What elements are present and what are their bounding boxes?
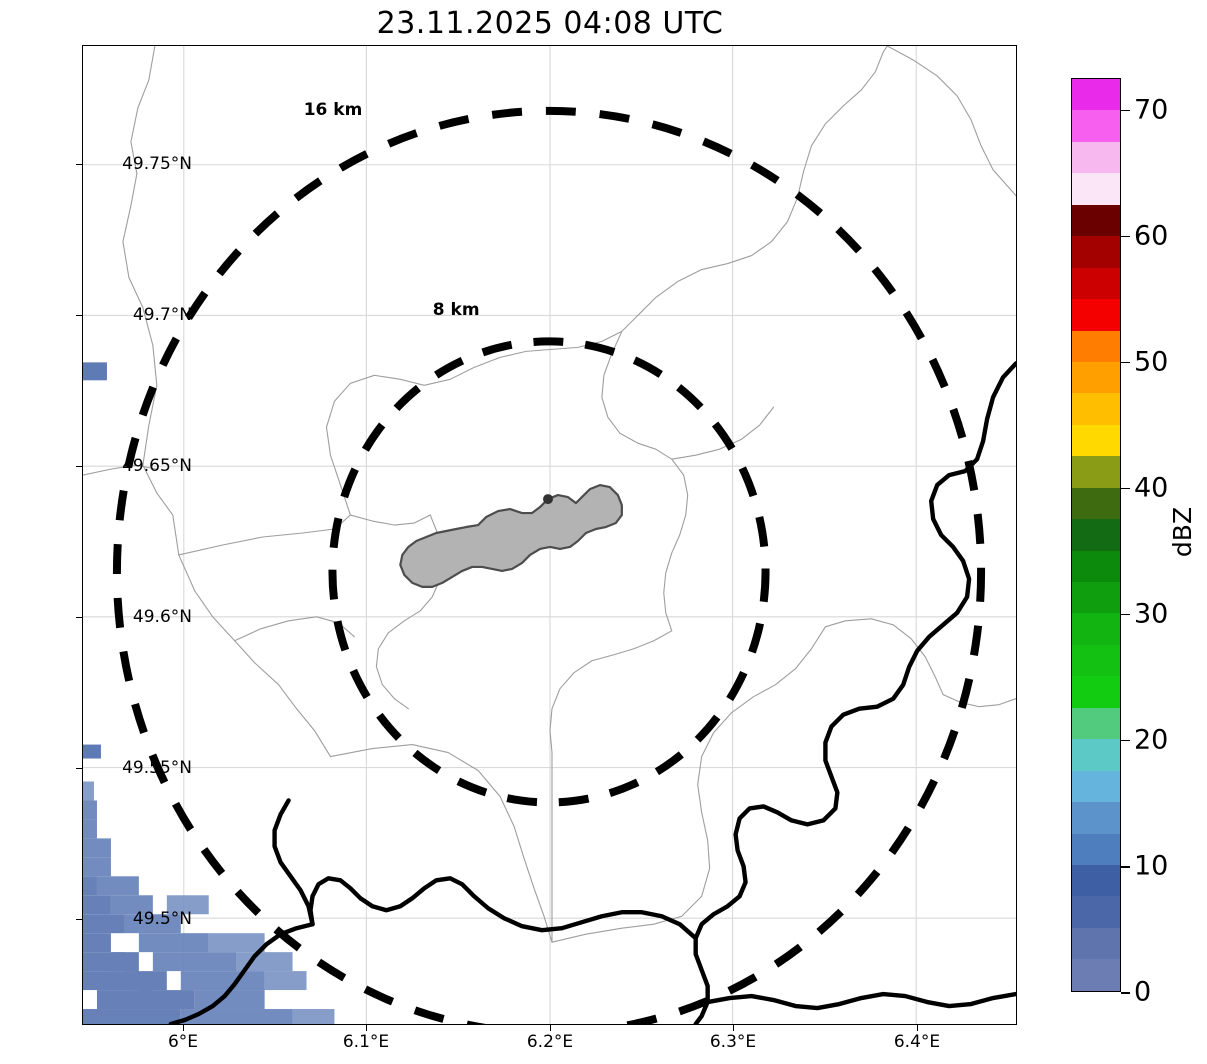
- colorbar-band: [1072, 361, 1120, 394]
- page-title: 23.11.2025 04:08 UTC: [376, 6, 724, 41]
- colorbar-band: [1072, 393, 1120, 425]
- x-axis-tick-mark: [366, 1025, 368, 1031]
- radar-echo-layer: [83, 362, 335, 1024]
- colorbar-band: [1072, 613, 1120, 645]
- radar-map-svg: [83, 46, 1016, 1024]
- colorbar-band: [1072, 582, 1120, 614]
- colorbar-band: [1072, 141, 1120, 174]
- y-axis-tick-label: 49.5°N: [132, 909, 192, 929]
- x-axis-tick-mark: [550, 1025, 552, 1031]
- colorbar-band: [1072, 644, 1120, 677]
- colorbar-band: [1072, 204, 1120, 237]
- x-axis-tick-label: 6.3°E: [709, 1032, 757, 1052]
- x-axis-tick-label: 6°E: [167, 1032, 199, 1052]
- colorbar-band: [1072, 236, 1120, 268]
- colorbar-band: [1072, 927, 1120, 960]
- y-axis-tick-mark: [76, 919, 82, 921]
- colorbar-tick-mark: [1121, 992, 1130, 994]
- colorbar-band: [1072, 173, 1120, 205]
- colorbar-tick-mark: [1121, 739, 1130, 742]
- colorbar-band: [1072, 519, 1120, 551]
- colorbar-axis-label: dBZ: [1168, 506, 1197, 558]
- colorbar-tick-mark: [1121, 613, 1130, 616]
- colorbar-band: [1072, 739, 1120, 771]
- colorbar-band: [1072, 896, 1120, 928]
- colorbar-tick-mark: [1121, 865, 1130, 868]
- colorbar-band: [1072, 79, 1120, 111]
- y-axis-tick-mark: [76, 315, 82, 317]
- range-ring-8km: [328, 337, 770, 807]
- colorbar-band: [1072, 707, 1120, 740]
- colorbar-band: [1072, 487, 1120, 520]
- colorbar-band: [1072, 550, 1120, 582]
- colorbar-tick-label: 40: [1134, 472, 1169, 504]
- colorbar-tick-label: 50: [1134, 346, 1169, 378]
- x-axis-tick-mark: [733, 1025, 735, 1031]
- colorbar-band: [1072, 456, 1120, 488]
- colorbar-tick-label: 10: [1134, 850, 1169, 882]
- colorbar-band: [1072, 864, 1120, 897]
- y-axis-tick-mark: [76, 617, 82, 619]
- map-gridlines: [83, 46, 1016, 1024]
- colorbar-band: [1072, 833, 1120, 865]
- range-ring-label-8km: 8 km: [432, 300, 480, 321]
- y-axis-tick-label: 49.65°N: [122, 456, 192, 476]
- colorbar-tick-mark: [1121, 361, 1130, 364]
- range-ring-label-16km: 16 km: [303, 99, 363, 120]
- range-ring-16km: [113, 107, 985, 1024]
- y-axis-tick-mark: [76, 768, 82, 770]
- urban-area-polygon: [399, 484, 623, 588]
- x-axis-tick-label: 6.4°E: [893, 1032, 941, 1052]
- colorbar-band: [1072, 330, 1120, 362]
- x-axis-tick-label: 6.1°E: [342, 1032, 390, 1052]
- colorbar-band: [1072, 802, 1120, 834]
- x-axis-tick-mark: [917, 1025, 919, 1031]
- x-axis-tick-mark: [183, 1025, 185, 1031]
- colorbar-band: [1072, 959, 1120, 991]
- colorbar-band: [1072, 676, 1120, 708]
- y-axis-tick-label: 49.75°N: [122, 154, 192, 174]
- national-border: [168, 361, 1016, 1024]
- y-axis-tick-label: 49.55°N: [122, 758, 192, 778]
- colorbar-tick-label: 0: [1134, 976, 1152, 1008]
- colorbar-tick-mark: [1121, 235, 1130, 238]
- colorbar-tick-label: 20: [1134, 724, 1169, 756]
- y-axis-tick-mark: [76, 164, 82, 166]
- y-axis-tick-label: 49.7°N: [132, 305, 192, 325]
- colorbar-tick-mark: [1121, 109, 1130, 112]
- colorbar-band: [1072, 424, 1120, 457]
- colorbar-tick-label: 60: [1134, 220, 1169, 252]
- y-axis-tick-label: 49.6°N: [132, 607, 192, 627]
- range-rings: [113, 107, 985, 1024]
- radar-map-axes: 16 km 8 km: [82, 45, 1017, 1025]
- colorbar-band: [1072, 299, 1120, 331]
- colorbar: [1071, 78, 1121, 992]
- colorbar-band: [1072, 110, 1120, 142]
- x-axis-tick-label: 6.2°E: [526, 1032, 574, 1052]
- colorbar-tick-label: 30: [1134, 598, 1169, 630]
- colorbar-tick-mark: [1121, 487, 1130, 490]
- y-axis-tick-mark: [76, 466, 82, 468]
- colorbar-band: [1072, 770, 1120, 803]
- colorbar-tick-label: 70: [1134, 94, 1169, 126]
- colorbar-band: [1072, 267, 1120, 300]
